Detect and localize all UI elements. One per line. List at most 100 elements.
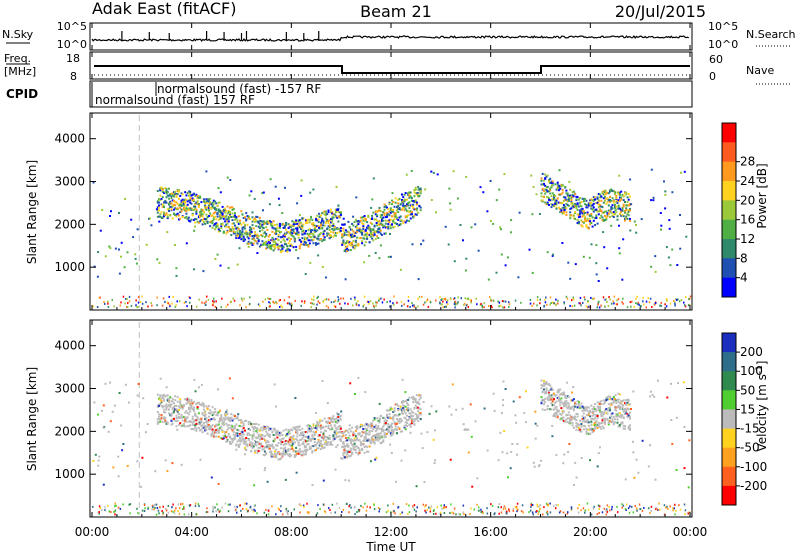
scatter-cell: [239, 433, 241, 435]
scatter-cell: [165, 190, 168, 193]
scatter-cell: [170, 205, 173, 208]
scatter-cell: [584, 421, 587, 423]
scatter-cell: [306, 222, 309, 225]
scatter-cell: [625, 408, 628, 411]
scatter-cell: [225, 214, 228, 217]
scatter-cell: [272, 300, 274, 303]
scatter-cell: [270, 239, 273, 242]
scatter-cell: [323, 224, 326, 227]
scatter-cell: [580, 402, 583, 405]
scatter-cell: [454, 306, 456, 309]
scatter-cell: [601, 421, 604, 424]
scatter-cell: [317, 300, 319, 303]
scatter-cell: [352, 431, 355, 434]
scatter-cell: [246, 443, 249, 446]
scatter-cell: [330, 221, 332, 224]
scatter-cell: [374, 424, 377, 427]
scatter-cell: [246, 233, 249, 236]
scatter-cell: [362, 237, 365, 240]
scatter-cell: [118, 212, 120, 214]
scatter-cell: [245, 306, 247, 309]
scatter-cell: [546, 397, 549, 400]
scatter-cell: [571, 191, 574, 194]
scatter-cell: [440, 303, 442, 306]
scatter-cell: [585, 430, 588, 433]
scatter-cell: [306, 431, 309, 434]
scatter-cell: [169, 405, 172, 408]
scatter-cell: [414, 208, 417, 210]
scatter-cell: [544, 298, 546, 301]
scatter-cell: [209, 206, 212, 209]
scatter-cell: [412, 421, 415, 424]
scatter-cell: [305, 450, 307, 453]
scatter-cell: [377, 223, 380, 226]
scatter-cell: [284, 186, 286, 189]
scatter-cell: [163, 417, 165, 420]
scatter-cell: [567, 261, 570, 264]
scatter-cell: [179, 206, 182, 209]
scatter-cell: [260, 437, 263, 440]
scatter-cell: [206, 420, 209, 423]
scatter-cell: [256, 428, 259, 431]
scatter-cell: [399, 219, 402, 222]
scatter-cell: [196, 195, 199, 197]
scatter-cell: [413, 420, 416, 423]
scatter-cell: [540, 195, 543, 198]
scatter-cell: [382, 416, 385, 419]
scatter-cell: [318, 441, 321, 444]
scatter-cell: [347, 451, 350, 453]
scatter-cell: [221, 222, 224, 225]
scatter-cell: [461, 407, 464, 410]
scatter-cell: [225, 413, 228, 416]
scatter-cell: [244, 238, 246, 241]
scatter-cell: [359, 424, 362, 427]
scatter-cell: [497, 459, 500, 462]
scatter-cell: [575, 422, 578, 425]
scatter-cell: [614, 209, 617, 212]
scatter-cell: [598, 306, 601, 309]
scatter-cell: [401, 208, 403, 211]
scatter-cell: [605, 192, 608, 195]
scatter-cell: [344, 479, 347, 482]
scatter-cell: [328, 417, 331, 420]
scatter-cell: [166, 214, 169, 217]
scatter-cell: [180, 405, 183, 408]
scatter-cell: [403, 405, 406, 408]
scatter-cell: [231, 419, 234, 422]
scatter-cell: [359, 435, 362, 438]
scatter-cell: [295, 450, 298, 453]
scatter-cell: [180, 192, 183, 195]
scatter-cell: [540, 402, 543, 405]
scatter-cell: [252, 237, 255, 240]
scatter-cell: [318, 434, 321, 437]
scatter-cell: [249, 443, 251, 446]
scatter-cell: [414, 192, 417, 195]
scatter-cell: [541, 398, 544, 401]
scatter-cell: [268, 305, 270, 308]
scatter-cell: [609, 210, 611, 213]
scatter-cell: [344, 242, 347, 245]
scatter-cell: [205, 426, 208, 429]
scatter-cell: [338, 416, 341, 419]
scatter-cell: [688, 439, 691, 442]
scatter-cell: [209, 202, 212, 205]
scatter-cell: [342, 432, 345, 435]
scatter-cell: [317, 225, 320, 227]
cpid-entry-positive: normalsound (fast) 157 RF: [95, 93, 255, 107]
scatter-cell: [610, 199, 613, 202]
scatter-cell: [407, 214, 410, 217]
scatter-cell: [572, 426, 575, 429]
scatter-cell: [175, 201, 178, 204]
scatter-cell: [507, 476, 509, 479]
scatter-cell: [211, 201, 214, 204]
scatter-cell: [257, 433, 260, 436]
scatter-cell: [370, 460, 372, 463]
scatter-cell: [412, 207, 415, 210]
scatter-cell: [250, 445, 253, 448]
scatter-cell: [359, 444, 362, 447]
scatter-cell: [259, 304, 261, 307]
scatter-cell: [540, 199, 543, 202]
scatter-cell: [571, 391, 573, 394]
scatter-cell: [236, 434, 239, 437]
scatter-cell: [573, 484, 575, 486]
